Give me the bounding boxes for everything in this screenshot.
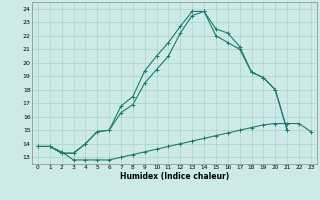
X-axis label: Humidex (Indice chaleur): Humidex (Indice chaleur) [120, 172, 229, 181]
